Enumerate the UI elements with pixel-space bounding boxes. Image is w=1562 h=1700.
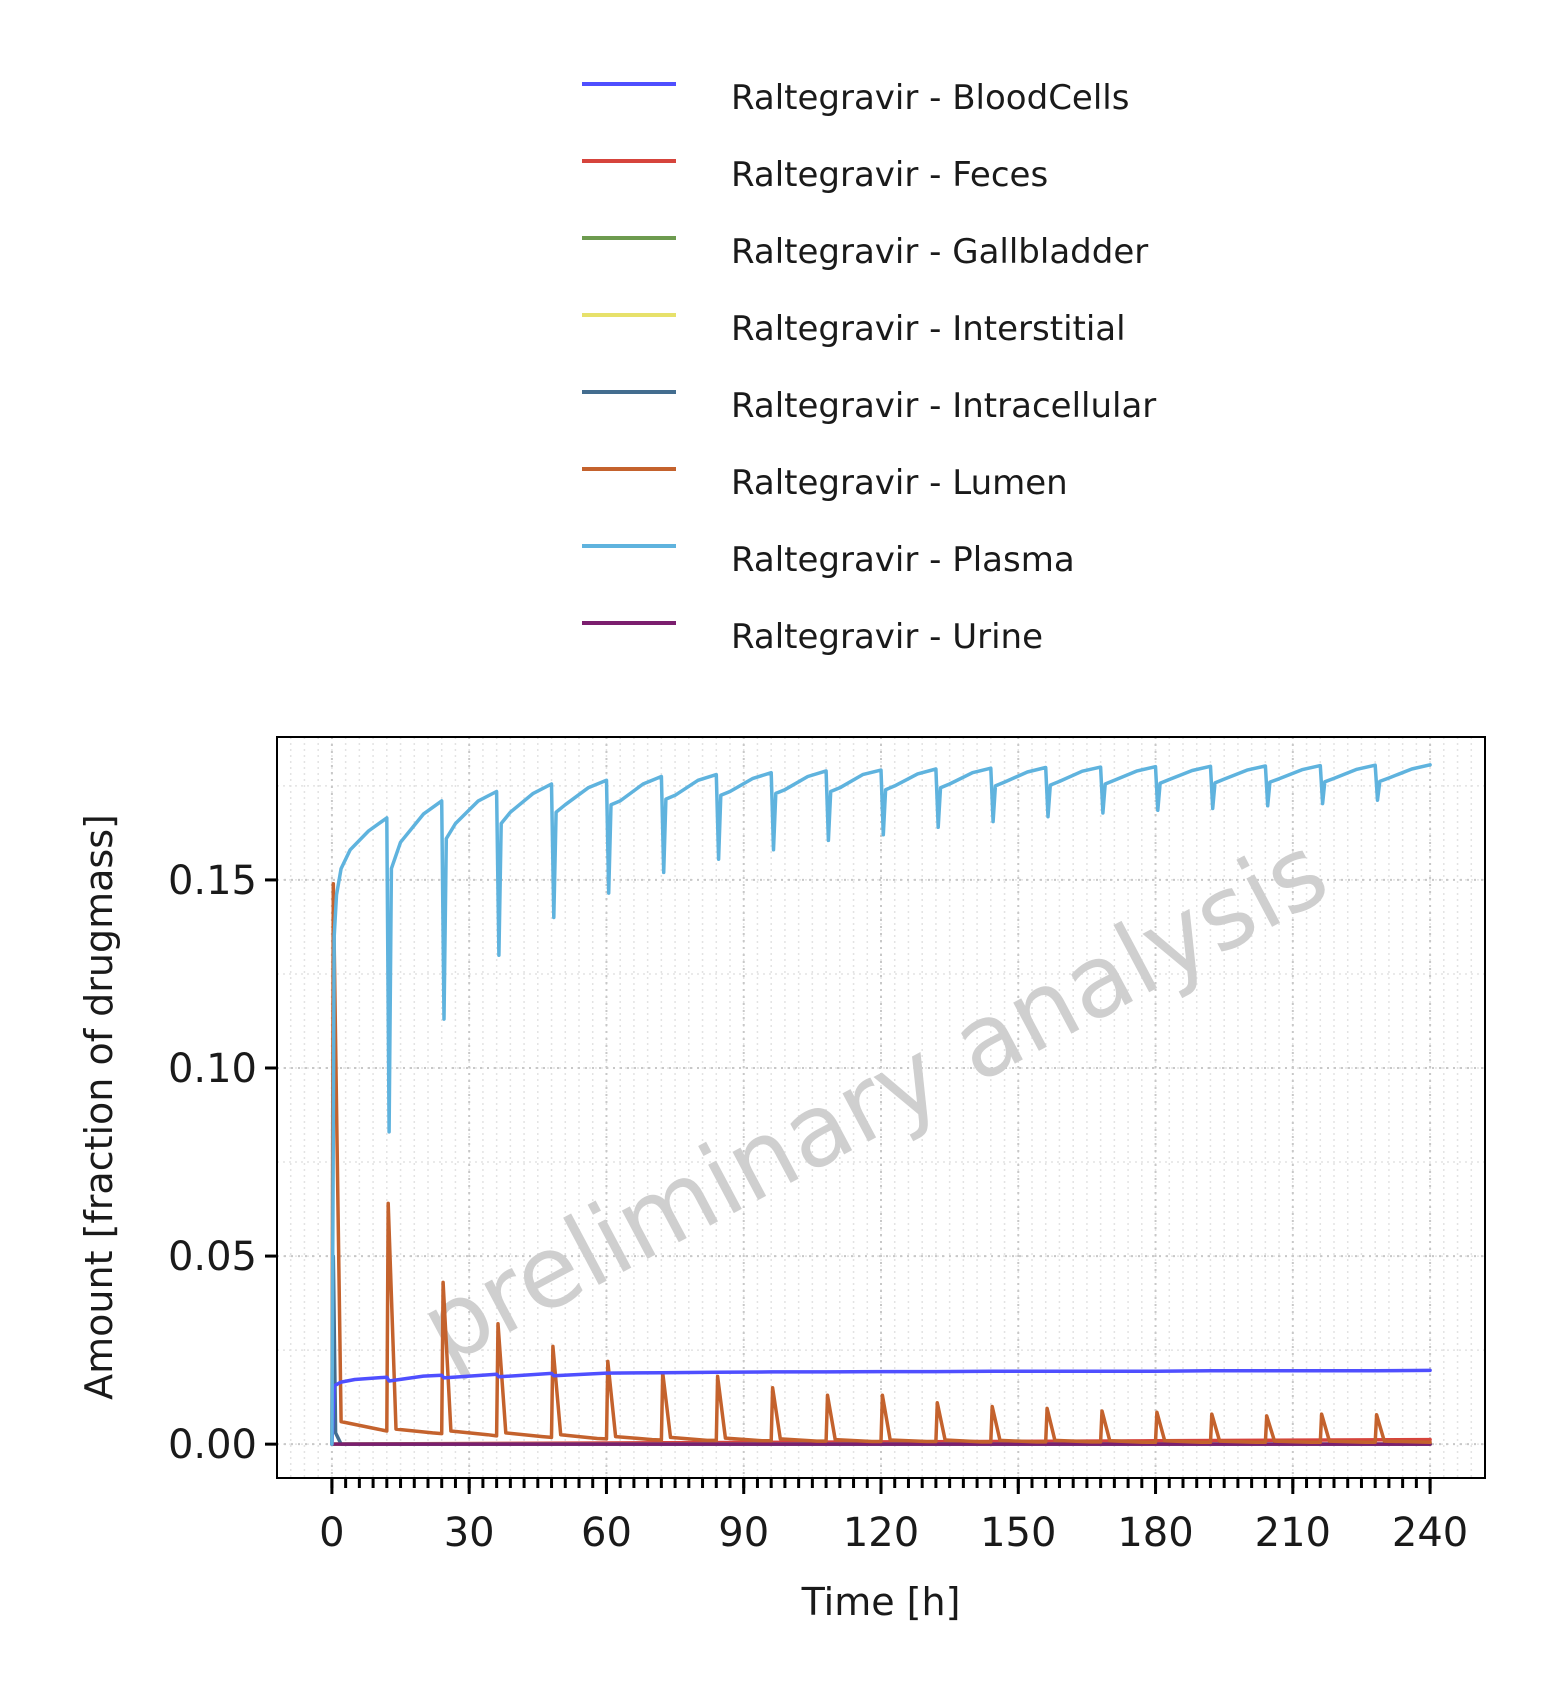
series-line-bloodcells [330,1368,1432,1446]
x-tick-label: 180 [1117,1510,1193,1556]
x-tick-label: 210 [1255,1510,1331,1556]
y-tick-label: 0.00 [168,1422,257,1468]
x-tick-label: 0 [319,1510,344,1556]
x-tick-label: 30 [444,1510,495,1556]
legend-label-bloodcells: Raltegravir - BloodCells [731,78,1129,118]
x-tick-label: 150 [980,1510,1056,1556]
x-tick-label: 90 [718,1510,769,1556]
x-tick-label: 120 [843,1510,919,1556]
legend-label-lumen: Raltegravir - Lumen [731,463,1068,503]
x-axis-title: Time [h] [801,1580,961,1624]
y-axis: 0.00 0.05 0.10 0.15 [168,858,277,1468]
legend-label-urine: Raltegravir - Urine [731,617,1043,657]
x-axis: 0 30 60 90 120 150 180 210 240 [319,1478,1468,1556]
legend-label-intracellular: Raltegravir - Intracellular [731,386,1156,426]
y-axis-title: Amount [fraction of drugmass] [77,814,121,1400]
x-tick-label: 60 [581,1510,632,1556]
series-line-plasma [330,763,1432,1446]
x-tick-label: 240 [1392,1510,1468,1556]
series-layer [330,763,1432,1446]
series-line-lumen [330,881,1432,1446]
y-tick-label: 0.15 [168,858,257,904]
legend-label-feces: Raltegravir - Feces [731,155,1048,195]
chart-legend: Raltegravir - BloodCells Raltegravir - Fe… [582,78,1156,657]
legend-label-plasma: Raltegravir - Plasma [731,540,1075,580]
y-tick-label: 0.05 [168,1234,257,1280]
plot-area: preliminary analysis [276,736,1486,1479]
legend-label-interstitial: Raltegravir - Interstitial [731,309,1126,349]
legend-label-gallbladder: Raltegravir - Gallbladder [731,232,1148,272]
y-tick-label: 0.10 [168,1046,257,1092]
